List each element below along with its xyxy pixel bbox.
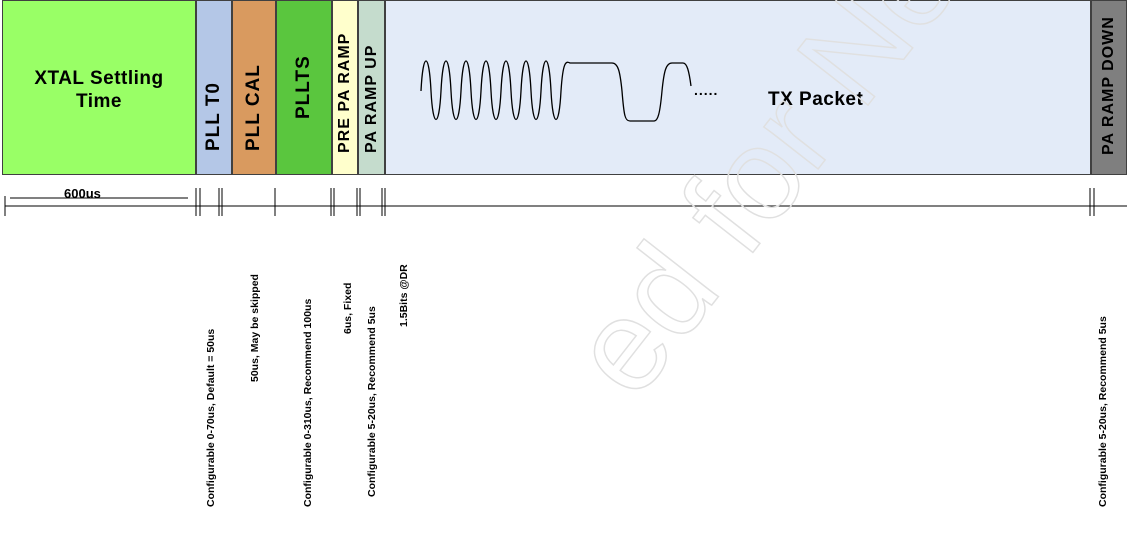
note-pa-ramp-down: Configurable 5-20us, Recommend 5us [1097,316,1109,507]
segment-pllts: PLLTS [276,0,332,175]
segment-pa-ramp-down: PA RAMP DOWN [1091,0,1127,175]
note-tx-packet: 1.5Bits @DR [398,264,410,327]
segment-pre-pa-ramp: PRE PA RAMP [332,0,358,175]
svg-text:.....: ..... [694,82,718,98]
segment-pll-t0: PLL T0 [196,0,232,175]
segment-tx-packet: ..... TX Packet [385,0,1091,175]
xtal-label: XTAL Settling Time [34,68,164,112]
segment-pa-ramp-up: PA RAMP UP [358,0,385,175]
note-pllts: Configurable 0-310us, Recommend 100us [302,298,314,507]
note-pll-t0: Configurable 0-70us, Default = 50us [205,328,217,507]
note-pa-ramp-up: Configurable 5-20us, Recommend 5us [366,306,378,497]
segment-pll-cal: PLL CAL [232,0,276,175]
tx-waveform: ..... [420,60,718,122]
note-pre-pa-ramp: 6us, Fixed [342,282,354,334]
segment-xtal-settling: XTAL Settling Time [2,0,196,175]
note-pll-cal: 50us, May be skipped [249,274,261,382]
xtal-duration-label: 600us [64,186,101,201]
tx-packet-label: TX Packet [768,89,864,110]
